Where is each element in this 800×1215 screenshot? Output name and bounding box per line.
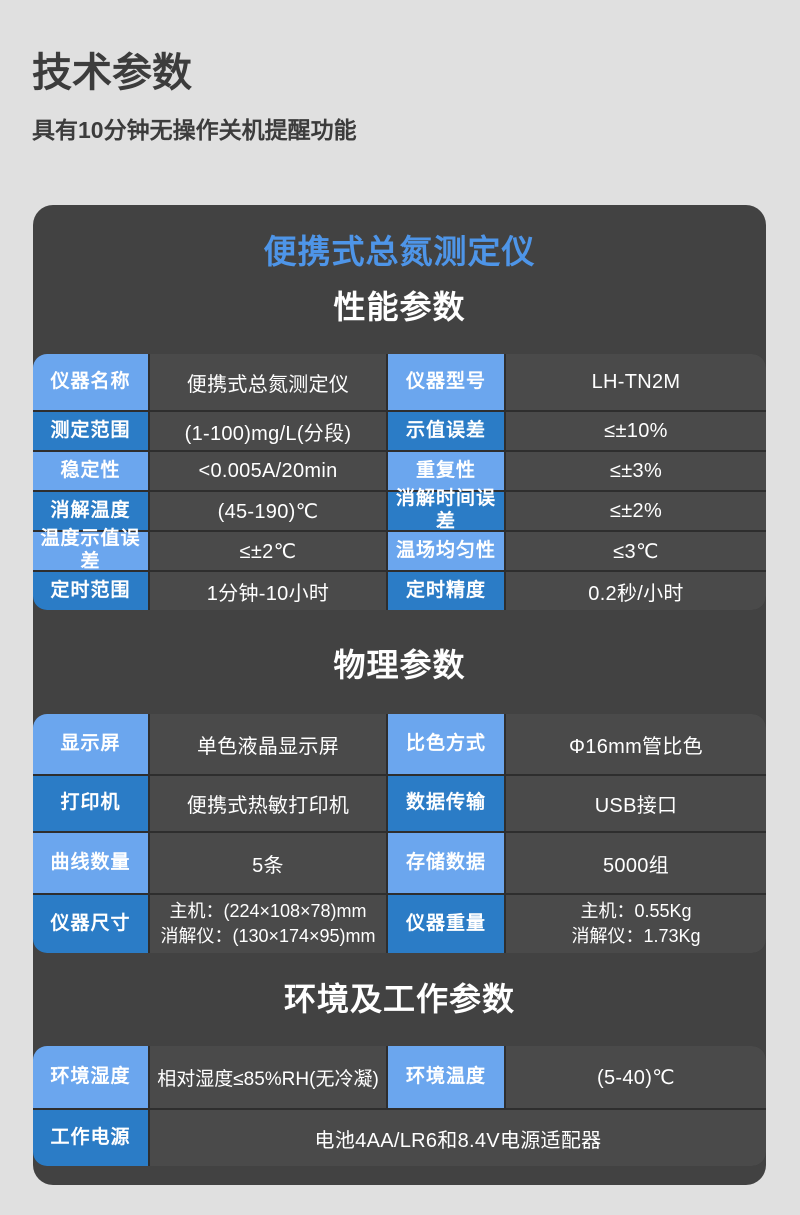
spec-label: 消解时间误差: [388, 488, 504, 532]
spec-label: 比色方式: [388, 714, 504, 774]
spec-label: 定时范围: [33, 572, 148, 610]
section-heading-physical: 物理参数: [333, 647, 466, 683]
spec-value: ≤±2℃: [150, 532, 386, 570]
spec-label: 工作电源: [33, 1110, 148, 1166]
spec-label: 仪器尺寸: [33, 895, 148, 953]
spec-label: 温度示值误差: [33, 528, 148, 572]
section-heading-environment: 环境及工作参数: [283, 981, 515, 1017]
physical-table: 显示屏 单色液晶显示屏 比色方式 Φ16mm管比色 打印机 便携式热敏打印机 数…: [33, 714, 766, 953]
spec-value: 单色液晶显示屏: [150, 714, 386, 774]
spec-value: 相对湿度≤85%RH(无冷凝): [150, 1046, 386, 1108]
spec-value: ≤±10%: [506, 412, 766, 450]
spec-value: (5-40)℃: [506, 1046, 766, 1108]
spec-value: 0.2秒/小时: [506, 572, 766, 610]
spec-label: 显示屏: [33, 714, 148, 774]
spec-value-dimensions: 主机：(224×108×78)mm 消解仪：(130×174×95)mm: [150, 895, 386, 953]
spec-value: LH-TN2M: [506, 354, 766, 410]
spec-value: 便携式总氮测定仪: [150, 354, 386, 410]
spec-value-power: 电池4AA/LR6和8.4V电源适配器: [150, 1110, 766, 1166]
spec-label: 环境温度: [388, 1046, 504, 1108]
spec-label: 稳定性: [33, 452, 148, 490]
page-subtitle: 具有10分钟无操作关机提醒功能: [32, 117, 357, 143]
spec-value: <0.005A/20min: [150, 452, 386, 490]
performance-table: 仪器名称 便携式总氮测定仪 仪器型号 LH-TN2M 测定范围 (1-100)m…: [33, 354, 766, 610]
spec-value: ≤±3%: [506, 452, 766, 490]
spec-value: 5条: [150, 833, 386, 893]
spec-label: 温场均匀性: [388, 532, 504, 570]
spec-label: 曲线数量: [33, 833, 148, 893]
spec-label: 打印机: [33, 776, 148, 831]
spec-value: 5000组: [506, 833, 766, 893]
spec-label: 重复性: [388, 452, 504, 490]
spec-value: Φ16mm管比色: [506, 714, 766, 774]
spec-value: 便携式热敏打印机: [150, 776, 386, 831]
spec-label: 示值误差: [388, 412, 504, 450]
dimension-line: 消解仪：(130×174×95)mm: [160, 926, 376, 946]
page-header: 技术参数 具有10分钟无操作关机提醒功能: [32, 50, 357, 145]
spec-label: 定时精度: [388, 572, 504, 610]
spec-label: 仪器型号: [388, 354, 504, 410]
spec-value: ≤±2%: [506, 492, 766, 530]
page-title: 技术参数: [32, 51, 192, 95]
spec-label: 消解温度: [33, 492, 148, 530]
section-heading-performance: 性能参数: [333, 289, 466, 325]
spec-label: 仪器重量: [388, 895, 504, 953]
spec-label: 测定范围: [33, 412, 148, 450]
spec-value-weight: 主机：0.55Kg 消解仪：1.73Kg: [506, 895, 766, 953]
spec-value: USB接口: [506, 776, 766, 831]
spec-value: ≤3℃: [506, 532, 766, 570]
spec-value: 1分钟-10小时: [150, 572, 386, 610]
weight-line: 主机：0.55Kg: [580, 900, 692, 921]
spec-value: (45-190)℃: [150, 492, 386, 530]
spec-label: 数据传输: [388, 776, 504, 831]
spec-label: 仪器名称: [33, 354, 148, 410]
spec-value: (1-100)mg/L(分段): [150, 412, 386, 450]
environment-table: 环境湿度 相对湿度≤85%RH(无冷凝) 环境温度 (5-40)℃ 工作电源 电…: [33, 1046, 766, 1166]
dimension-line: 主机：(224×108×78)mm: [169, 900, 367, 921]
spec-label: 存储数据: [388, 833, 504, 893]
product-title: 便携式总氮测定仪: [263, 233, 536, 270]
weight-line: 消解仪：1.73Kg: [571, 926, 701, 946]
spec-card: 便携式总氮测定仪 性能参数 仪器名称 便携式总氮测定仪 仪器型号 LH-TN2M…: [33, 205, 766, 1185]
spec-label: 环境湿度: [33, 1046, 148, 1108]
